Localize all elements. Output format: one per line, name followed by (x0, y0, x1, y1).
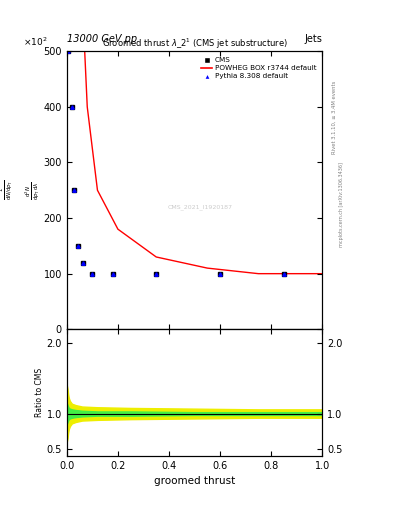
X-axis label: groomed thrust: groomed thrust (154, 476, 235, 486)
Text: 13000 GeV pp: 13000 GeV pp (67, 33, 137, 44)
Text: Rivet 3.1.10, ≥ 3.4M events: Rivet 3.1.10, ≥ 3.4M events (332, 81, 337, 155)
Title: Groomed thrust $\lambda\_2^1$ (CMS jet substructure): Groomed thrust $\lambda\_2^1$ (CMS jet s… (102, 37, 287, 51)
Text: $\times10^2$: $\times10^2$ (24, 36, 48, 49)
Y-axis label: Ratio to CMS: Ratio to CMS (35, 368, 44, 417)
Text: mcplots.cern.ch [arXiv:1306.3436]: mcplots.cern.ch [arXiv:1306.3436] (339, 162, 344, 247)
Text: Jets: Jets (305, 33, 322, 44)
Y-axis label: $\frac{1}{\mathrm{d}N/\mathrm{d}p_\mathrm{T}}$
$\frac{\mathrm{d}^2N}{\mathrm{d}p: $\frac{1}{\mathrm{d}N/\mathrm{d}p_\mathr… (0, 180, 40, 200)
Text: CMS_2021_I1920187: CMS_2021_I1920187 (167, 204, 232, 210)
Legend: CMS, POWHEG BOX r3744 default, Pythia 8.308 default: CMS, POWHEG BOX r3744 default, Pythia 8.… (199, 55, 319, 81)
